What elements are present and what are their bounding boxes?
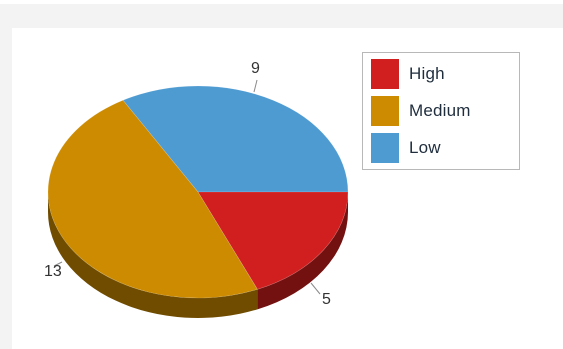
data-label-leader-low <box>253 79 258 93</box>
legend-swatch-medium <box>371 96 399 126</box>
pie-slice-low <box>122 85 349 193</box>
legend-item-medium: Medium <box>371 96 471 126</box>
top-edge <box>0 0 563 4</box>
legend-item-low: Low <box>371 133 441 163</box>
pie-slice-high <box>197 191 349 290</box>
pie-side-medium <box>48 192 258 318</box>
legend-swatch-low <box>371 133 399 163</box>
data-label-high: 5 <box>322 291 331 308</box>
pie-side-high <box>257 192 348 310</box>
data-label-medium: 13 <box>44 263 62 280</box>
data-label-low: 9 <box>251 60 260 77</box>
legend-label-medium: Medium <box>409 101 471 120</box>
data-label-leader-medium <box>53 261 63 267</box>
legend-label-high: High <box>409 64 445 83</box>
legend-swatch-high <box>371 59 399 89</box>
data-label-leader-high <box>310 282 321 295</box>
legend-item-high: High <box>371 59 445 89</box>
pie-slice-medium <box>47 99 258 299</box>
chart-legend: High Medium Low <box>362 52 520 170</box>
legend-label-low: Low <box>409 138 441 157</box>
